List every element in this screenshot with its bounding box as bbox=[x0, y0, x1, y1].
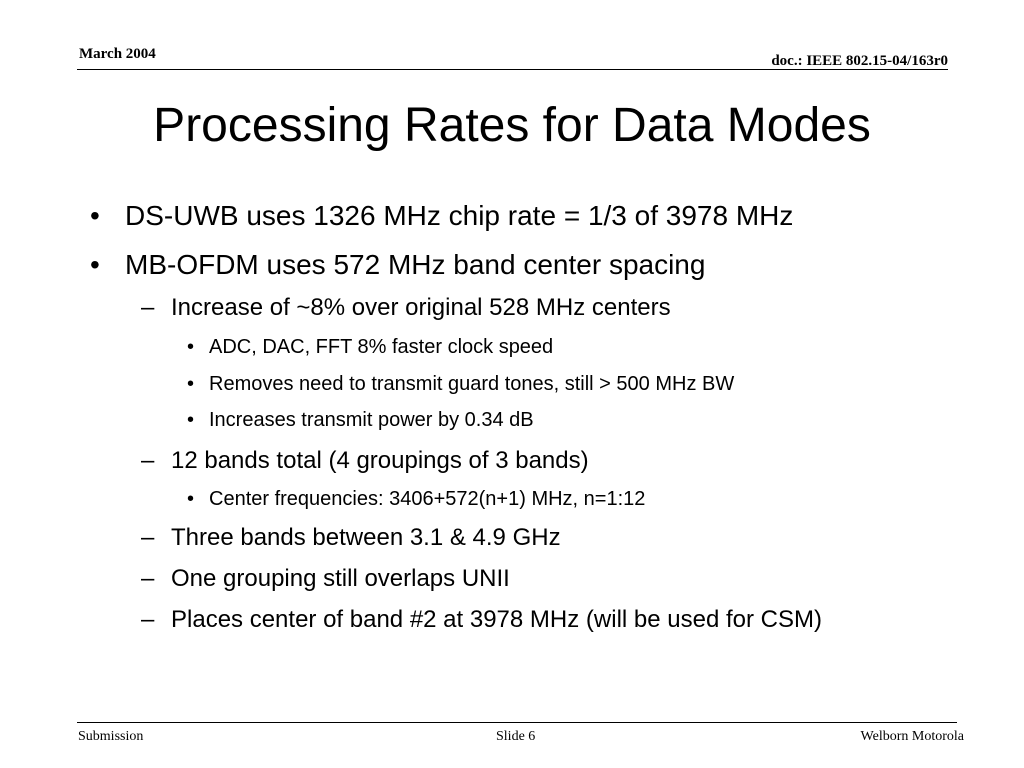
header-date: March 2004 bbox=[79, 46, 156, 62]
bullet-marker: – bbox=[141, 447, 155, 474]
bullet-item: Removes need to transmit guard tones, st… bbox=[209, 373, 735, 395]
header-divider bbox=[77, 69, 948, 70]
bullet-item: Three bands between 3.1 & 4.9 GHz bbox=[171, 524, 561, 551]
bullet-item: Center frequencies: 3406+572(n+1) MHz, n… bbox=[209, 488, 646, 510]
bullet-marker: – bbox=[141, 606, 155, 633]
footer-divider bbox=[77, 722, 957, 723]
bullet-marker: – bbox=[141, 524, 155, 551]
footer-slide-number: Slide 6 bbox=[496, 729, 536, 744]
bullet-marker: • bbox=[187, 488, 195, 510]
footer-submission: Submission bbox=[78, 729, 144, 744]
bullet-marker: • bbox=[90, 249, 100, 280]
bullet-marker: • bbox=[187, 336, 195, 358]
bullet-item: Places center of band #2 at 3978 MHz (wi… bbox=[171, 606, 822, 633]
bullet-item: DS-UWB uses 1326 MHz chip rate = 1/3 of … bbox=[125, 200, 794, 231]
footer-author: Welborn Motorola bbox=[860, 729, 964, 744]
bullet-marker: – bbox=[141, 565, 155, 592]
bullet-item: ADC, DAC, FFT 8% faster clock speed bbox=[209, 336, 554, 358]
bullet-item: MB-OFDM uses 572 MHz band center spacing bbox=[125, 249, 706, 280]
bullet-item: One grouping still overlaps UNII bbox=[171, 565, 510, 592]
header-doc-id: doc.: IEEE 802.15-04/163r0 bbox=[771, 53, 948, 69]
bullet-marker: • bbox=[187, 409, 195, 431]
slide-title: Processing Rates for Data Modes bbox=[153, 99, 871, 152]
bullet-item: Increase of ~8% over original 528 MHz ce… bbox=[171, 294, 671, 321]
bullet-marker: • bbox=[90, 200, 100, 231]
bullet-marker: • bbox=[187, 373, 195, 395]
bullet-item: Increases transmit power by 0.34 dB bbox=[209, 409, 534, 431]
bullet-marker: – bbox=[141, 294, 155, 321]
bullet-item: 12 bands total (4 groupings of 3 bands) bbox=[171, 447, 589, 474]
